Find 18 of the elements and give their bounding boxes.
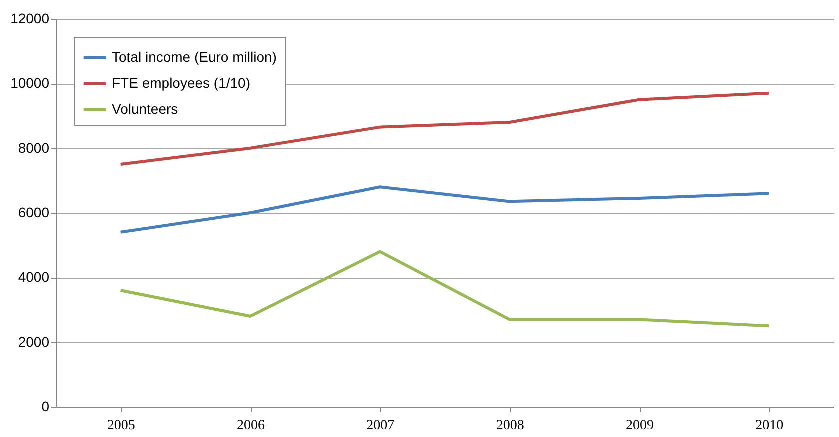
y-tick-label: 4000 [18, 269, 50, 286]
y-tick-label: 8000 [18, 140, 50, 156]
y-tick-label: 2000 [18, 334, 50, 350]
y-tick-label: 10000 [10, 75, 50, 92]
x-tick-label: 2005 [107, 418, 136, 434]
line-series [119, 250, 771, 328]
x-tick-label: 2006 [237, 418, 265, 434]
y-tick-label: 12000 [10, 10, 50, 26]
x-tick-label: 2009 [626, 418, 654, 434]
x-tick-label: 2010 [756, 418, 784, 434]
line-series [119, 186, 771, 234]
y-tick-label: 0 [42, 398, 50, 414]
y-tick-label: 6000 [18, 204, 50, 220]
legend-label: FTE employees (1/10) [112, 75, 250, 91]
legend-label: Volunteers [112, 101, 178, 117]
x-tick-label: 2007 [366, 418, 395, 434]
x-tick-label: 2008 [496, 418, 524, 434]
legend-label: Total income (Euro million) [112, 49, 277, 65]
